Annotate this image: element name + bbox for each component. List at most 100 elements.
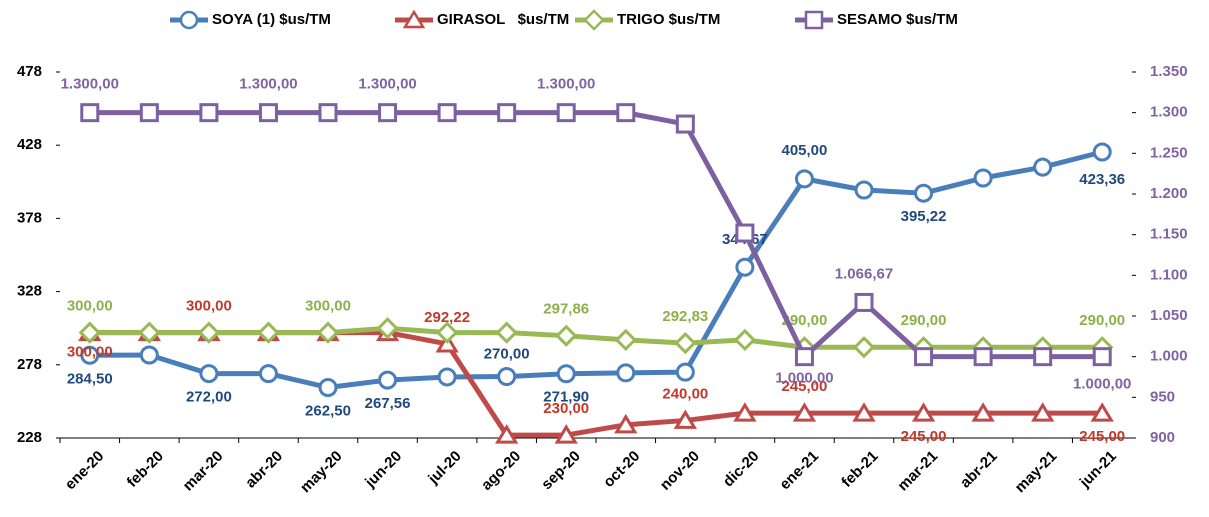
marker [199, 364, 219, 384]
y2-tick-label: 1.100 [1150, 266, 1188, 283]
data-label: 245,00 [1079, 428, 1125, 445]
marker [402, 9, 426, 29]
data-label: 1.300,00 [239, 76, 297, 93]
data-label: 1.300,00 [537, 76, 595, 93]
marker [675, 362, 695, 382]
data-label: 297,86 [543, 301, 589, 318]
x-tick-label: mar-21 [894, 448, 941, 495]
marker [139, 345, 159, 365]
marker [911, 402, 936, 422]
data-label: 300,00 [67, 298, 113, 315]
marker [497, 367, 517, 387]
series-line [89, 149, 1103, 390]
marker [1092, 347, 1112, 367]
marker [199, 103, 219, 123]
marker [378, 103, 398, 123]
marker [733, 328, 757, 352]
marker [197, 321, 221, 344]
marker [1033, 347, 1053, 367]
data-label: 240,00 [662, 385, 708, 402]
data-label: 300,00 [67, 344, 113, 361]
marker [616, 363, 636, 383]
marker [495, 321, 518, 344]
marker [735, 223, 755, 243]
marker [179, 10, 199, 30]
data-label: 405,00 [781, 142, 827, 159]
data-label: 1.000,00 [775, 370, 833, 387]
data-label: 1.066,67 [835, 265, 893, 282]
x-tick-label: dic-20 [720, 448, 763, 491]
data-label: 300,00 [305, 298, 351, 315]
x-tick-label: jun-21 [1076, 448, 1120, 492]
x-tick-label: ene-20 [62, 448, 108, 494]
legend-label: TRIGO $us/TM [617, 11, 720, 28]
marker [1092, 142, 1112, 162]
data-label: 1.300,00 [358, 76, 416, 93]
series-line [89, 325, 1103, 350]
marker [497, 103, 517, 123]
marker [914, 183, 934, 203]
y2-tick-label: 1.250 [1150, 144, 1188, 161]
series-line [89, 110, 1103, 360]
legend-label: SESAMO $us/TM [837, 11, 958, 28]
data-label: 271,90 [543, 389, 589, 406]
y-tick-label: 228 [17, 429, 42, 446]
marker [318, 377, 338, 397]
y2-tick-label: 1.300 [1150, 104, 1188, 121]
y2-tick-label: 1.150 [1150, 226, 1188, 243]
marker [794, 169, 814, 189]
marker [675, 114, 695, 134]
y-tick-label: 478 [17, 63, 42, 80]
marker [555, 324, 578, 347]
marker [852, 336, 876, 359]
data-label: 1.000,00 [1073, 376, 1131, 393]
marker [1090, 402, 1114, 422]
marker [80, 103, 100, 123]
marker [258, 364, 278, 384]
data-label: 300,00 [186, 298, 232, 315]
marker [794, 347, 814, 367]
marker [556, 103, 576, 123]
x-tick-label: may-21 [1012, 448, 1061, 497]
marker [437, 367, 457, 387]
marker [971, 402, 995, 422]
data-label: 292,22 [424, 309, 470, 326]
data-label: 262,50 [305, 402, 351, 419]
x-tick-label: feb-20 [124, 448, 167, 491]
data-label: 423,36 [1079, 171, 1125, 188]
legend-label: SOYA (1) $us/TM [212, 11, 331, 28]
marker [673, 409, 697, 429]
marker [973, 347, 993, 367]
marker [316, 321, 340, 344]
marker [733, 402, 757, 422]
y2-tick-label: 1.000 [1150, 348, 1188, 365]
y2-tick-label: 1.350 [1150, 63, 1188, 80]
data-label: 284,50 [67, 370, 113, 387]
data-label: 230,00 [543, 400, 589, 417]
data-label: 1.300,00 [61, 76, 119, 93]
marker [435, 321, 459, 344]
marker [80, 345, 100, 365]
data-label: 270,00 [484, 345, 530, 362]
data-label: 290,00 [901, 312, 947, 329]
legend-label: GIRASOL $us/TM [437, 11, 569, 28]
marker [318, 103, 338, 123]
x-tick-label: oct-20 [600, 448, 643, 491]
marker [138, 321, 161, 344]
marker [1033, 157, 1053, 177]
marker [854, 180, 874, 200]
y2-tick-label: 1.050 [1150, 307, 1188, 324]
data-label: 292,83 [662, 308, 708, 325]
marker [378, 370, 398, 390]
x-tick-label: nov-20 [657, 448, 703, 494]
x-tick-label: jul-20 [424, 448, 464, 488]
marker [1031, 402, 1055, 422]
data-label: 245,00 [901, 428, 947, 445]
marker [554, 424, 578, 444]
data-label: 267,56 [365, 395, 411, 412]
data-label: 272,00 [186, 389, 232, 406]
marker [139, 103, 159, 123]
marker [674, 331, 697, 355]
marker [614, 413, 638, 434]
